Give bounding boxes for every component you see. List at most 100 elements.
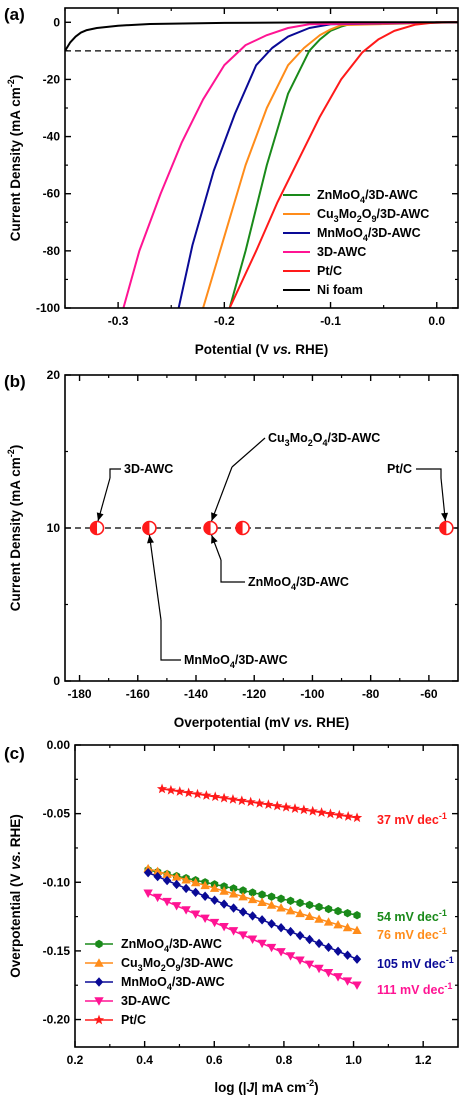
panel-b-annotation-ptc: Pt/C: [387, 462, 412, 476]
panel-c-slope-label-part: 105 mV dec: [377, 957, 446, 971]
panel-c-point-ptc: [245, 796, 256, 807]
panel-a-legend-label-cu3mo2o9-part: O: [362, 207, 372, 221]
panel-b-point-fill: [142, 521, 150, 535]
panel-c-point-cu3mo2o9: [333, 920, 343, 929]
panel-c-point-mnmoo4: [286, 926, 295, 937]
panel-c-point-mnmoo4: [229, 903, 238, 913]
panel-c-point-cu3mo2o9: [171, 872, 182, 881]
panel-c-legend-marker-znmoo4: [95, 939, 103, 949]
panel-c-point-znmoo4: [239, 886, 247, 895]
panel-b-point: [142, 520, 157, 536]
panel-a-series-ptc: [228, 21, 458, 308]
panel-a-legend-label-cu3mo2o9-part: Cu: [317, 207, 334, 221]
panel-c-point-mnmoo4: [210, 895, 219, 905]
panel-c-slope-label-part: 111 mV dec: [377, 983, 444, 997]
panel-b-ytick-label: 20: [47, 368, 61, 382]
panel-b-ylabel: Current Density (mA cm-2): [6, 445, 23, 612]
panel-c-point-znmoo4: [315, 902, 323, 912]
panel-c-ytick-label: -0.10: [43, 875, 71, 889]
panel-c-point-awc: [304, 960, 315, 970]
panel-c-point-awc: [228, 927, 239, 936]
panel-c-point-ptc: [307, 805, 318, 816]
panel-c-legend-label-cu3mo2o9-part: Mo: [143, 956, 161, 970]
panel-b-annotation-cu3mo2o4-part: /3D-AWC: [328, 431, 381, 445]
panel-b-ylabel-part: Current Density (mA cm: [8, 457, 23, 611]
panel-c-legend-label-znmoo4-part: 4: [164, 944, 169, 954]
panel-a-ylabel: Current Density (mA cm-2): [6, 75, 23, 242]
panel-c-xlabel-part: J: [247, 1080, 255, 1095]
panel-c-point-ptc: [298, 804, 309, 815]
panel-c-point-cu3mo2o9: [190, 877, 201, 887]
panel-c-slope-label-part: 37 mV dec: [377, 813, 439, 827]
panel-c-ytick-label: -0.05: [43, 807, 71, 821]
panel-a-legend-label-awc: 3D-AWC: [317, 245, 366, 259]
panel-c-point-awc: [219, 922, 229, 932]
panel-c-point-znmoo4: [305, 900, 314, 910]
panel-c-slope-label-part: 54 mV dec: [377, 910, 439, 924]
panel-a-legend-label-znmoo4-part: ZnMoO: [317, 188, 360, 202]
panel-c-point-cu3mo2o9: [228, 889, 239, 898]
panel-c-slope-label-awc: 111 mV dec-1: [377, 981, 452, 997]
panel-a-legend-label-cu3mo2o9-part: Mo: [339, 207, 357, 221]
panel-a-series-awc: [122, 21, 458, 308]
panel-c-point-cu3mo2o9: [238, 891, 248, 901]
panel-a-xlabel-part: RHE): [292, 342, 329, 357]
panel-c-point-awc: [285, 952, 296, 961]
panel-c-xlabel-part: log (|: [214, 1080, 246, 1095]
panel-c-point-cu3mo2o9: [285, 905, 296, 915]
panel-c-legend-label-cu3mo2o9-part: 3: [138, 963, 143, 973]
panel-c-slope-label-cu3mo2o9: 76 mV dec-1: [377, 926, 447, 942]
panel-c-point-ptc: [201, 790, 212, 800]
panel-c-point-awc: [190, 910, 201, 919]
panel-b-xtick-label: -60: [420, 687, 438, 701]
panel-c-point-cu3mo2o9: [295, 908, 305, 918]
panel-c-point-awc: [342, 977, 353, 986]
panel-c-point-mnmoo4: [314, 938, 324, 949]
panel-b-annotation-cu3mo2o4-part: Cu: [268, 431, 285, 445]
panel-a-series-nifoam: [65, 21, 458, 52]
panel-c-point-awc: [314, 964, 324, 974]
panel-c-xlabel-part: | mA cm: [254, 1080, 306, 1095]
panel-a-ylabel-part: ): [8, 75, 23, 80]
panel-b-ylabel-part: ): [8, 445, 23, 450]
panel-c-ytick-label: -0.20: [43, 1013, 71, 1027]
panel-c-point-mnmoo4: [343, 950, 352, 960]
panel-c-point-ptc: [227, 794, 239, 804]
panel-c-point-mnmoo4: [191, 887, 200, 898]
panel-c-point-cu3mo2o9: [247, 894, 258, 904]
panel-b-annotation-mnmoo4-part: 4: [230, 660, 235, 670]
panel-a-xlabel-part: Potential (V: [195, 342, 273, 357]
panel-b-point: [235, 520, 250, 536]
panel-a-legend-label-cu3mo2o9-part: 2: [357, 214, 362, 224]
panel-c-point-ptc: [174, 786, 185, 796]
panel-a-legend-label-znmoo4-part: 4: [360, 195, 365, 205]
panel-a-xtick-label: 0.0: [428, 314, 445, 328]
panel-b-xtick-label: -140: [184, 687, 208, 701]
panel-c-point-mnmoo4: [219, 899, 229, 909]
panel-b-arrow-cu-seg: [231, 437, 266, 468]
panel-c-point-ptc: [334, 809, 345, 820]
panel-b-xtick-label: -180: [68, 687, 92, 701]
panel-c-point-znmoo4: [258, 890, 266, 899]
panel-b-xtick-label: -80: [362, 687, 380, 701]
panel-c-point-ptc: [343, 811, 354, 821]
panel-c-point-znmoo4: [267, 892, 276, 901]
panel-a-legend-label-mnmoo4: MnMoO4/3D-AWC: [317, 226, 421, 243]
panel-c-legend-marker-awc: [94, 997, 104, 1006]
panel-c-point-awc: [266, 943, 277, 953]
panel-c-point-mnmoo4: [162, 875, 172, 886]
panel-c-point-ptc: [218, 792, 230, 803]
panel-c-point-ptc: [254, 797, 265, 808]
panel-c-series-cu3mo2o9: [143, 863, 362, 935]
panel-b-arrow-cu3mo2o4-line: [210, 466, 233, 522]
panel-b-annotation-znmoo4-part: /3D-AWC: [296, 575, 349, 589]
panel-c-point-mnmoo4: [267, 919, 276, 929]
panel-c-point-mnmoo4: [143, 867, 153, 878]
panel-a-series-cu3mo2o9: [202, 21, 458, 308]
panel-b-point-fill: [204, 521, 211, 535]
panel-b-point-fill: [439, 521, 447, 535]
panel-c-point-mnmoo4: [257, 915, 267, 925]
panel-c-point-znmoo4: [353, 911, 361, 920]
panel-c-legend-label-mnmoo4-part: 4: [167, 982, 172, 992]
panel-c-slope-label-part: -1: [439, 926, 447, 936]
